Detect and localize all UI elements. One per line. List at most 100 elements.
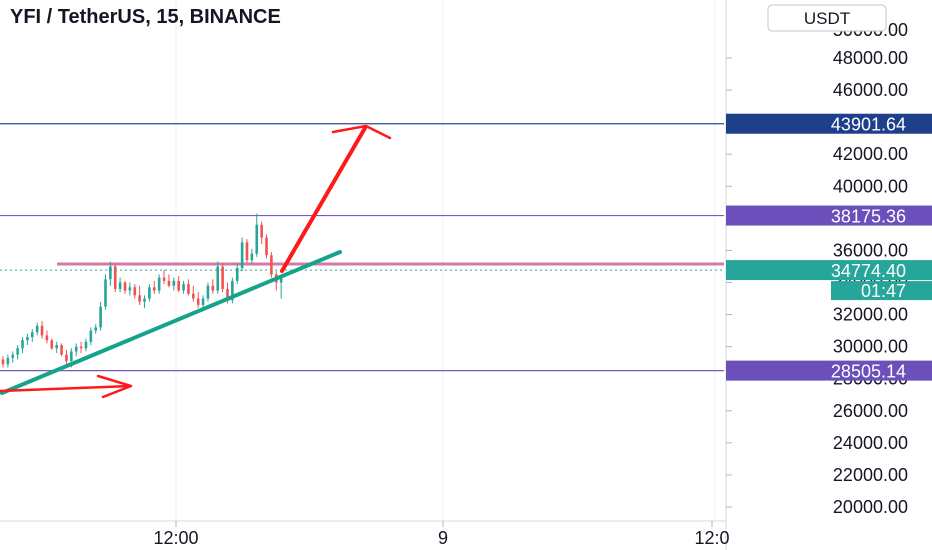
y-tick-label: 20000.00 bbox=[833, 497, 908, 517]
candle-body bbox=[221, 266, 224, 289]
candle-body bbox=[21, 340, 24, 349]
candle bbox=[255, 213, 259, 257]
time-axis[interactable]: 12:00 9 12:0 bbox=[0, 520, 730, 548]
candle-body bbox=[231, 280, 234, 301]
candle-body bbox=[94, 327, 98, 331]
y-tick-label: 32000.00 bbox=[833, 305, 908, 325]
candle-body bbox=[177, 280, 180, 291]
candle-body bbox=[196, 298, 200, 305]
candle-body bbox=[40, 325, 44, 336]
trendline-drawing[interactable] bbox=[0, 250, 342, 395]
candle-body bbox=[206, 285, 210, 299]
candlestick-series bbox=[1, 213, 283, 368]
x-tick-label: 9 bbox=[438, 528, 448, 548]
candle-body bbox=[79, 346, 83, 349]
candle-body bbox=[235, 268, 239, 281]
candle bbox=[1, 356, 5, 368]
candle-body bbox=[270, 255, 273, 275]
candle bbox=[65, 349, 68, 365]
candle-body bbox=[35, 325, 39, 333]
candle-body bbox=[74, 346, 78, 352]
candle-body bbox=[11, 354, 15, 358]
candle bbox=[167, 274, 171, 288]
candle-body bbox=[167, 280, 171, 286]
candle-body bbox=[162, 277, 166, 281]
candle bbox=[231, 277, 234, 304]
candle-body bbox=[104, 279, 107, 307]
candle bbox=[245, 239, 249, 264]
currency-button-label: USDT bbox=[804, 9, 850, 28]
candle bbox=[11, 351, 15, 363]
x-tick-label: 12:00 bbox=[153, 528, 198, 548]
candle-body bbox=[70, 351, 73, 362]
price-label-bg bbox=[726, 113, 932, 134]
candle bbox=[177, 276, 180, 293]
candle-body bbox=[65, 354, 68, 362]
price-label-bg bbox=[726, 360, 932, 381]
candle-body bbox=[172, 280, 176, 286]
candle bbox=[118, 277, 122, 293]
y-tick-label: 40000.00 bbox=[833, 176, 908, 196]
chart-title: YFI / TetherUS, 15, BINANCE bbox=[10, 6, 281, 28]
price-label: 34774.40 bbox=[726, 260, 932, 281]
candle-body bbox=[279, 277, 283, 283]
candle-body bbox=[240, 242, 244, 269]
countdown-label: 01:47 bbox=[831, 281, 932, 301]
candle bbox=[162, 269, 166, 285]
candle bbox=[138, 285, 141, 305]
y-tick-label: 24000.00 bbox=[833, 433, 908, 453]
candle bbox=[60, 343, 63, 357]
price-label-text: 38175.36 bbox=[831, 207, 906, 227]
candle-body bbox=[55, 345, 58, 349]
candle-body bbox=[148, 287, 151, 299]
candle bbox=[182, 280, 185, 294]
candle bbox=[35, 322, 39, 336]
y-tick-label: 46000.00 bbox=[833, 80, 908, 100]
candle-body bbox=[89, 330, 93, 342]
candle bbox=[221, 263, 224, 293]
candle bbox=[45, 330, 49, 344]
price-label: 28505.14 bbox=[726, 360, 932, 382]
candle-body bbox=[245, 242, 249, 261]
y-tick-label: 30000.00 bbox=[833, 337, 908, 357]
candle-body bbox=[109, 266, 112, 280]
candle bbox=[206, 282, 210, 302]
candle bbox=[99, 301, 102, 331]
chart-grid bbox=[175, 0, 716, 521]
candle-body bbox=[118, 282, 122, 289]
candle-body bbox=[216, 266, 220, 291]
candle bbox=[21, 337, 24, 354]
candle-body bbox=[187, 284, 190, 294]
candle bbox=[265, 234, 268, 259]
price-label: 38175.36 bbox=[726, 205, 932, 227]
candle-body bbox=[152, 287, 156, 291]
candle-body bbox=[16, 348, 19, 355]
candle-body bbox=[123, 282, 127, 291]
candle-body bbox=[182, 284, 185, 291]
candle-body bbox=[265, 237, 268, 256]
candle bbox=[216, 261, 220, 294]
candle bbox=[260, 221, 263, 245]
candle bbox=[270, 252, 273, 278]
candle-body bbox=[30, 332, 34, 338]
chart-drawings bbox=[0, 124, 392, 399]
y-tick-label: 26000.00 bbox=[833, 401, 908, 421]
price-label-bg bbox=[726, 260, 932, 281]
y-tick-label: 42000.00 bbox=[833, 144, 908, 164]
arrow-right-shaft bbox=[0, 384, 132, 393]
candle bbox=[40, 320, 44, 339]
candle bbox=[89, 327, 93, 346]
candle bbox=[152, 280, 156, 294]
candle-body bbox=[260, 224, 263, 238]
candle bbox=[79, 341, 83, 354]
candle bbox=[123, 280, 127, 294]
currency-button[interactable]: USDT bbox=[767, 4, 887, 32]
candle-body bbox=[99, 306, 102, 328]
candle-body bbox=[45, 335, 49, 341]
y-tick-label: 36000.00 bbox=[833, 240, 908, 260]
candle-body bbox=[143, 298, 146, 302]
candle bbox=[94, 324, 98, 334]
candle bbox=[192, 285, 195, 302]
candle-body bbox=[113, 266, 117, 289]
